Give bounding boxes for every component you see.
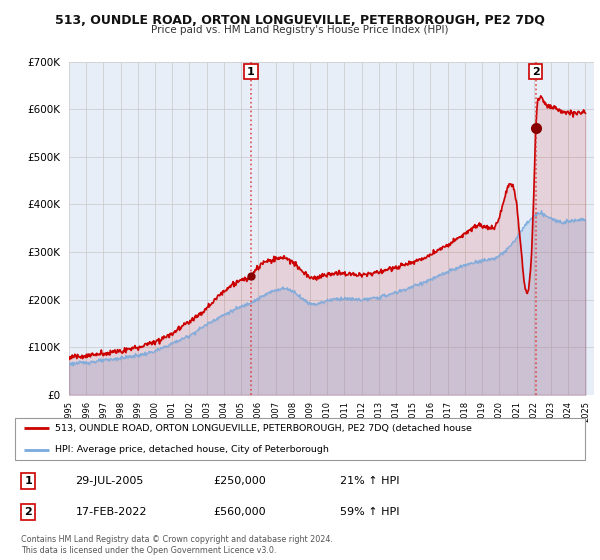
Text: HPI: Average price, detached house, City of Peterborough: HPI: Average price, detached house, City… <box>55 445 329 454</box>
FancyBboxPatch shape <box>15 418 585 460</box>
Text: 2: 2 <box>532 67 539 77</box>
Text: 2: 2 <box>24 507 32 517</box>
Text: £560,000: £560,000 <box>214 507 266 517</box>
Text: 59% ↑ HPI: 59% ↑ HPI <box>340 507 400 517</box>
Text: 513, OUNDLE ROAD, ORTON LONGUEVILLE, PETERBOROUGH, PE2 7DQ: 513, OUNDLE ROAD, ORTON LONGUEVILLE, PET… <box>55 14 545 27</box>
Text: 29-JUL-2005: 29-JUL-2005 <box>76 476 144 486</box>
Text: 1: 1 <box>247 67 255 77</box>
Text: 17-FEB-2022: 17-FEB-2022 <box>76 507 147 517</box>
Text: 513, OUNDLE ROAD, ORTON LONGUEVILLE, PETERBOROUGH, PE2 7DQ (detached house: 513, OUNDLE ROAD, ORTON LONGUEVILLE, PET… <box>55 424 472 433</box>
Text: Price paid vs. HM Land Registry's House Price Index (HPI): Price paid vs. HM Land Registry's House … <box>151 25 449 35</box>
Text: 21% ↑ HPI: 21% ↑ HPI <box>340 476 400 486</box>
Text: £250,000: £250,000 <box>214 476 266 486</box>
Text: Contains HM Land Registry data © Crown copyright and database right 2024.: Contains HM Land Registry data © Crown c… <box>21 534 333 544</box>
Text: 1: 1 <box>24 476 32 486</box>
Text: This data is licensed under the Open Government Licence v3.0.: This data is licensed under the Open Gov… <box>21 545 277 555</box>
